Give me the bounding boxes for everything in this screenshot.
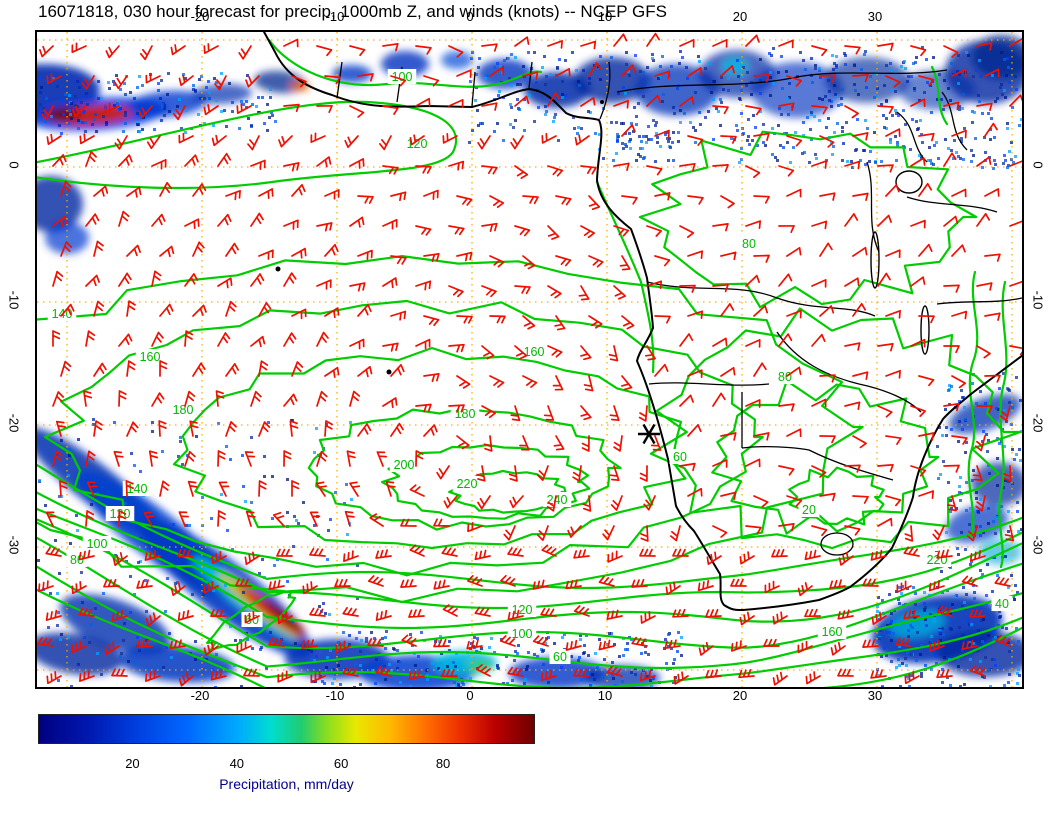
lon-tick-label-bottom: 0 [466,688,474,703]
contour-label: 160 [822,625,843,639]
contour-label: 60 [553,650,567,664]
lon-tick-label-top: 30 [867,9,883,24]
contour-label: 100 [512,627,533,641]
lat-tick-label-left: -10 [6,290,22,310]
colorbar-tick-label: 40 [229,756,245,771]
contour-label: 140 [127,482,148,496]
contour-label: 60 [673,450,687,464]
contour-label: 100 [392,70,413,84]
contour-label: 160 [140,350,161,364]
colorbar-tick-label: 60 [333,756,349,771]
contour-label: 100 [87,537,108,551]
contour-label: 200 [394,458,415,472]
colorbar-tick-label: 20 [125,756,140,771]
contour-label: 120 [512,603,533,617]
page-title: 16071818, 030 hour forecast for precip, … [38,2,667,21]
contour-label: 80 [742,237,756,251]
coastline-layer [262,32,1022,612]
wind-barbs-layer [37,32,1022,687]
contour-label: 160 [524,345,545,359]
precipitation-colorbar [38,714,535,744]
grid-layer [37,32,1022,687]
lon-tick-label-bottom: 30 [867,688,883,703]
contour-label: 180 [173,403,194,417]
lon-tick-label-bottom: -20 [190,688,210,703]
colorbar-title: Precipitation, mm/day [219,776,354,792]
lon-tick-label-bottom: -10 [325,688,345,703]
precip-speckle-layer [37,46,1022,687]
contour-layer [37,38,1022,687]
station-marker [638,423,660,445]
contour-label: 220 [457,477,478,491]
contour-label: 80 [778,370,792,384]
lat-tick-label-right: -10 [1030,290,1046,310]
colorbar-tick-label: 80 [435,756,451,771]
lon-tick-label-bottom: 20 [732,688,748,703]
lat-tick-label-right: -20 [1030,413,1046,433]
lat-tick-label-left: -30 [6,535,22,555]
lon-tick-label-top: 20 [732,9,748,24]
contour-label: 220 [927,553,948,567]
map-frame: 100 120 140 160 180 160 180 200 220 240 80 80 60 20 22… [35,30,1024,689]
lon-tick-label-bottom: 10 [597,688,613,703]
contour-label: 20 [802,503,816,517]
lat-tick-label-right: -30 [1030,535,1046,555]
contour-label: 180 [455,407,476,421]
contour-labels-layer: 100 120 140 160 180 160 180 200 220 240 80 80 60 20 22… [47,69,1013,664]
contour-label: 80 [70,553,84,567]
lat-tick-label-left: -20 [6,413,22,433]
contour-label: 40 [995,597,1009,611]
lat-tick-label-left: 0 [6,161,22,169]
contour-label: 120 [407,137,428,151]
forecast-map: 100 120 140 160 180 160 180 200 220 240 80 80 60 20 22… [37,32,1022,687]
contour-label: 240 [547,493,568,507]
lat-tick-label-right: 0 [1030,161,1046,169]
contour-label: 120 [110,507,131,521]
